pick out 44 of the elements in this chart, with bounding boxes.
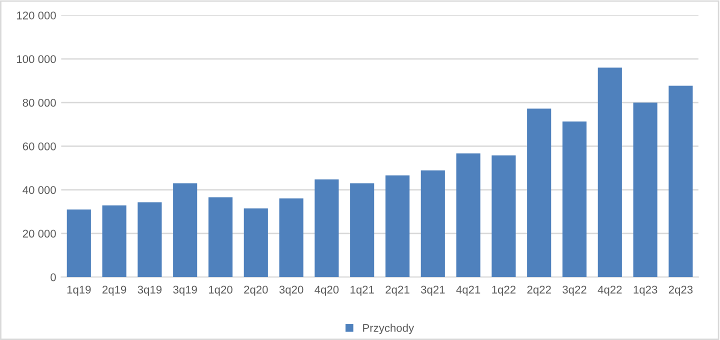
bar [420,170,445,278]
x-tick-label: 1q19 [67,286,91,296]
y-tick-label: 120 000 [17,12,56,20]
bar [562,122,587,278]
x-tick-label: 2q19 [102,286,126,296]
bar [66,209,91,278]
bar [633,102,658,278]
x-tick-label: 2q22 [527,286,551,296]
bar [385,175,410,278]
bar [279,198,304,278]
bar [598,68,622,278]
bar [527,108,552,278]
y-tick-label: 0 [50,273,56,282]
y-tick-label: 40 000 [22,186,56,194]
x-tick-label: 2q23 [668,286,693,296]
bar [492,155,516,278]
bar [102,205,126,278]
x-tick-label: 4q22 [598,286,622,296]
bar [138,202,162,278]
x-tick-label: 1q23 [634,286,658,296]
y-tick-label: 80 000 [22,98,56,107]
x-tick-label: 1q21 [350,286,374,296]
x-tick-label: 4q21 [456,286,480,296]
x-tick-label: 3q22 [562,286,586,296]
x-tick-label: 2q21 [386,286,410,296]
x-tick-label: 2q20 [244,286,268,296]
bar [244,208,268,278]
legend-label: Przychody [363,324,414,334]
bar [208,197,233,278]
bar [350,183,374,278]
x-tick-label: 4q20 [314,286,339,296]
x-tick-label: 3q19 [138,286,162,296]
y-tick-label: 60 000 [22,142,56,150]
y-tick-label: 20 000 [22,230,56,238]
bar [173,183,198,278]
x-tick-label: 1q20 [208,286,232,296]
x-tick-label: 3q19 [173,286,197,296]
bar [668,86,693,278]
bar [456,153,480,278]
y-tick-label: 100 000 [17,55,56,64]
x-tick-label: 3q21 [420,286,445,296]
bar [314,179,339,278]
x-tick-label: 3q20 [279,286,304,296]
x-tick-label: 1q22 [492,286,516,296]
